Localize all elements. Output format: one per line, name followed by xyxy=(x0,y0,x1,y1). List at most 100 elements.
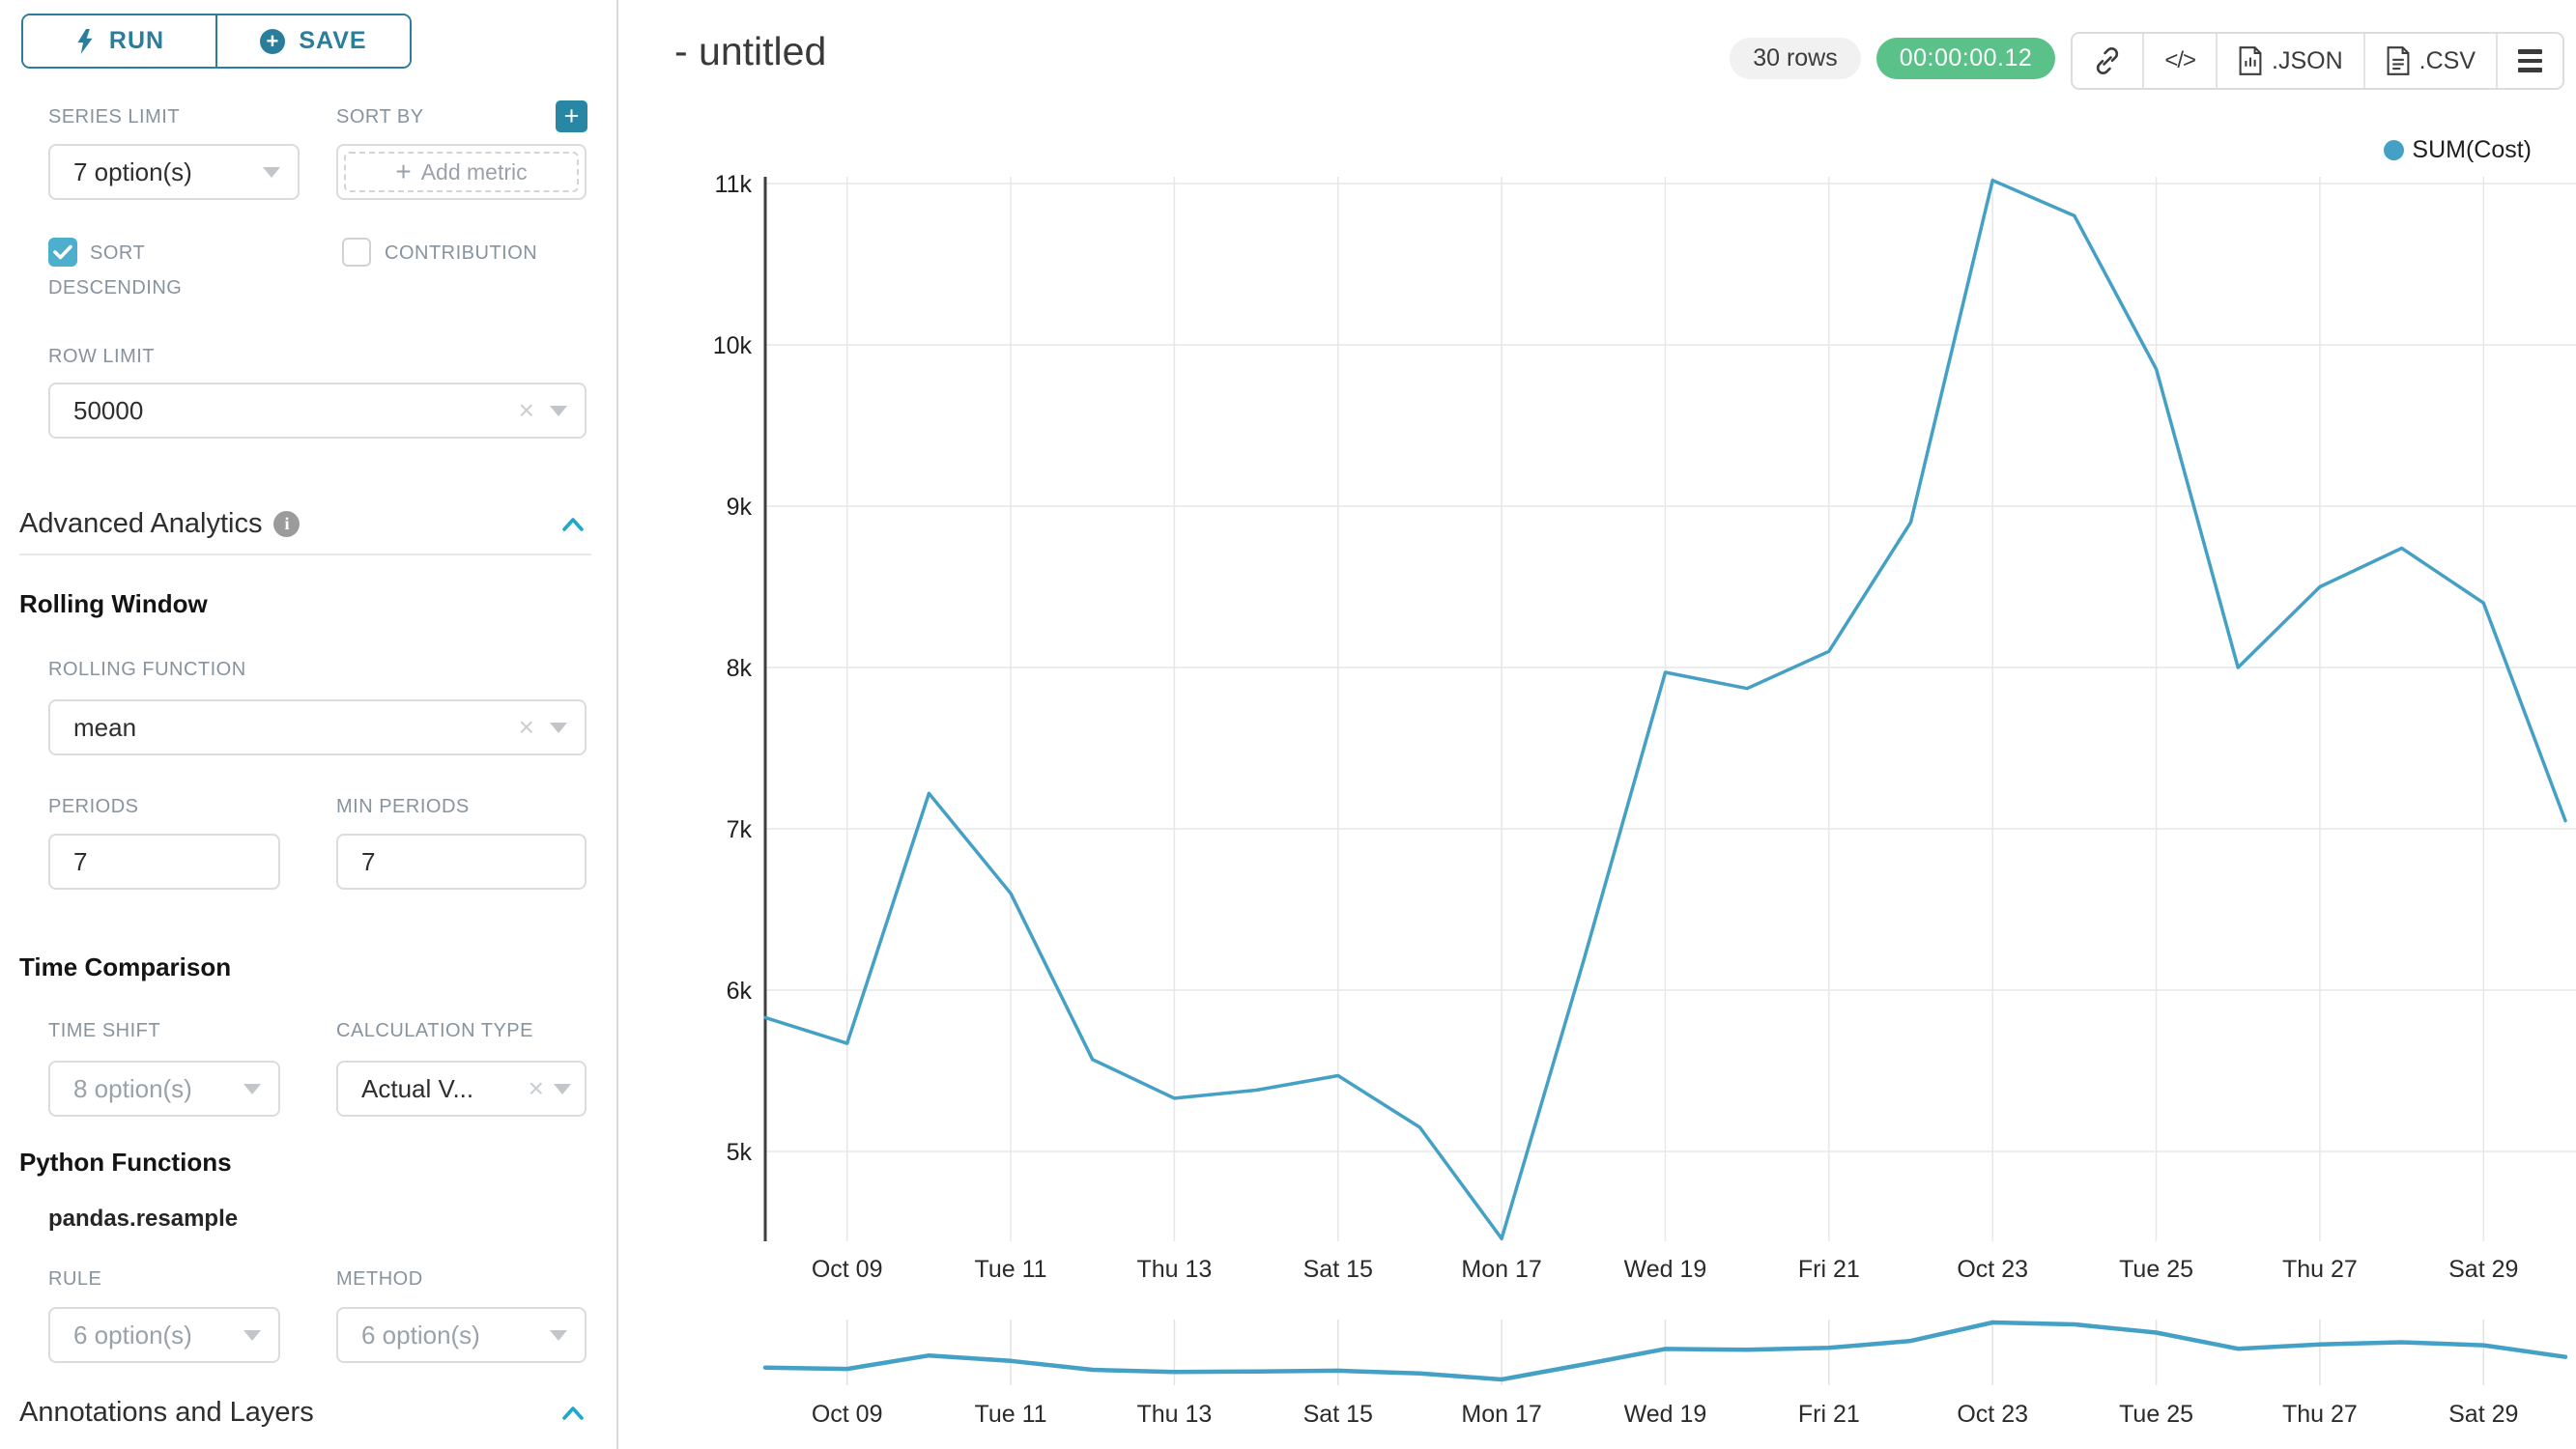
chart-menu-button[interactable] xyxy=(2496,34,2562,88)
time-shift-select[interactable]: 8 option(s) xyxy=(48,1061,280,1117)
svg-text:Mon 17: Mon 17 xyxy=(1461,1256,1541,1283)
svg-text:Oct 23: Oct 23 xyxy=(1957,1401,2028,1428)
lightning-bolt-icon xyxy=(77,28,93,54)
svg-text:Thu 13: Thu 13 xyxy=(1136,1256,1212,1283)
code-icon: </> xyxy=(2164,47,2196,73)
series-limit-select[interactable]: 7 option(s) xyxy=(48,144,300,200)
time-shift-value: 8 option(s) xyxy=(73,1073,192,1103)
chevron-down-icon xyxy=(263,166,280,178)
svg-text:Fri 21: Fri 21 xyxy=(1798,1256,1860,1283)
sort-descending-checkbox[interactable] xyxy=(48,238,77,267)
method-select[interactable]: 6 option(s) xyxy=(336,1307,587,1363)
row-limit-label: ROW LIMIT xyxy=(48,346,156,367)
svg-text:9k: 9k xyxy=(727,494,753,521)
annotations-layers-header[interactable]: Annotations and Layers xyxy=(19,1397,314,1429)
rolling-function-label: ROLLING FUNCTION xyxy=(48,659,246,680)
rule-select[interactable]: 6 option(s) xyxy=(48,1307,280,1363)
annotations-layers-title: Annotations and Layers xyxy=(19,1397,314,1428)
contribution-label: CONTRIBUTION xyxy=(385,242,538,264)
add-sort-by-button[interactable]: + xyxy=(556,100,587,132)
calculation-type-label: CALCULATION TYPE xyxy=(336,1020,533,1041)
svg-text:Thu 27: Thu 27 xyxy=(2282,1401,2358,1428)
chevron-down-icon xyxy=(550,722,567,733)
min-periods-input[interactable] xyxy=(336,834,587,890)
csv-file-icon xyxy=(2387,46,2410,75)
rule-value: 6 option(s) xyxy=(73,1320,192,1350)
chart-svg[interactable]: 11k 10k 9k 8k 7k 6k 5k Oct 09 Oct 09 Tue 11 Tue 11… xyxy=(618,0,2576,1449)
chart-title[interactable]: - untitled xyxy=(674,29,827,73)
chevron-down-icon xyxy=(550,1329,567,1341)
svg-text:Wed 19: Wed 19 xyxy=(1624,1401,1707,1428)
plus-icon: + xyxy=(395,156,412,186)
svg-text:Sat 15: Sat 15 xyxy=(1303,1256,1373,1283)
periods-label: PERIODS xyxy=(48,796,139,817)
plus-circle-icon: + xyxy=(260,28,286,54)
svg-text:6k: 6k xyxy=(727,978,753,1005)
svg-text:Sat 29: Sat 29 xyxy=(2448,1401,2518,1428)
pandas-resample-label: pandas.resample xyxy=(48,1206,239,1232)
svg-text:Oct 09: Oct 09 xyxy=(812,1401,883,1428)
chevron-down-icon xyxy=(554,1083,571,1094)
contribution-checkbox[interactable] xyxy=(342,238,371,267)
row-limit-select[interactable]: 50000 × xyxy=(48,383,587,439)
section-divider xyxy=(19,554,591,555)
json-file-icon xyxy=(2239,46,2262,75)
svg-text:Thu 13: Thu 13 xyxy=(1136,1401,1212,1428)
export-button-group: </> .JSON xyxy=(2071,32,2564,90)
series-limit-label: SERIES LIMIT xyxy=(48,106,181,128)
query-timer-badge: 00:00:00.12 xyxy=(1875,38,2056,79)
csv-label: .CSV xyxy=(2419,46,2476,74)
chevron-up-icon[interactable] xyxy=(560,1404,586,1425)
rolling-function-select[interactable]: mean × xyxy=(48,699,587,755)
info-icon[interactable]: i xyxy=(273,511,301,537)
svg-text:Wed 19: Wed 19 xyxy=(1624,1256,1707,1283)
clear-icon[interactable]: × xyxy=(518,395,534,425)
json-label: .JSON xyxy=(2272,46,2343,74)
svg-text:Tue 11: Tue 11 xyxy=(975,1401,1047,1428)
method-label: METHOD xyxy=(336,1268,423,1290)
sort-by-metric-box[interactable]: + Add metric xyxy=(336,144,587,200)
sort-descending-label-1: SORT xyxy=(90,242,146,264)
rule-label: RULE xyxy=(48,1268,102,1290)
svg-text:5k: 5k xyxy=(727,1139,753,1166)
svg-text:Tue 25: Tue 25 xyxy=(2119,1256,2193,1283)
time-comparison-title: Time Comparison xyxy=(19,952,232,981)
header-toolbar: 30 rows 00:00:00.12 </> xyxy=(1730,32,2564,90)
share-link-button[interactable] xyxy=(2073,34,2142,88)
row-count-badge: 30 rows xyxy=(1730,38,1861,79)
save-label: SAVE xyxy=(299,27,367,54)
clear-icon[interactable]: × xyxy=(518,712,534,742)
svg-text:Oct 23: Oct 23 xyxy=(1957,1256,2028,1283)
export-json-button[interactable]: .JSON xyxy=(2216,34,2363,88)
menu-icon xyxy=(2518,49,2542,72)
svg-text:Tue 11: Tue 11 xyxy=(975,1256,1047,1283)
export-csv-button[interactable]: .CSV xyxy=(2362,34,2496,88)
run-button[interactable]: RUN xyxy=(23,15,215,67)
method-value: 6 option(s) xyxy=(361,1320,480,1350)
run-save-button-group: RUN + SAVE xyxy=(21,14,412,69)
svg-text:7k: 7k xyxy=(727,816,753,843)
time-shift-label: TIME SHIFT xyxy=(48,1020,161,1041)
chart-legend[interactable]: SUM(Cost) xyxy=(2384,136,2532,164)
chevron-down-icon xyxy=(243,1329,261,1341)
advanced-analytics-header[interactable]: Advanced Analytics i xyxy=(19,508,301,540)
chevron-down-icon xyxy=(550,405,567,416)
svg-text:Sat 29: Sat 29 xyxy=(2448,1256,2518,1283)
calculation-type-select[interactable]: Actual V... × xyxy=(336,1061,587,1117)
periods-input[interactable] xyxy=(48,834,280,890)
add-metric-dropzone[interactable]: + Add metric xyxy=(344,152,579,192)
chevron-up-icon[interactable] xyxy=(560,515,586,536)
legend-series-label: SUM(Cost) xyxy=(2412,136,2532,163)
calculation-type-value: Actual V... xyxy=(361,1073,474,1103)
link-icon xyxy=(2097,47,2119,74)
clear-icon[interactable]: × xyxy=(528,1073,544,1103)
python-functions-title: Python Functions xyxy=(19,1148,232,1177)
row-limit-value: 50000 xyxy=(73,395,144,425)
save-button[interactable]: + SAVE xyxy=(215,15,410,67)
sort-by-label: SORT BY xyxy=(336,106,424,128)
view-query-button[interactable]: </> xyxy=(2142,34,2216,88)
svg-text:11k: 11k xyxy=(715,171,753,198)
run-label: RUN xyxy=(108,27,165,54)
svg-text:Sat 15: Sat 15 xyxy=(1303,1401,1373,1428)
